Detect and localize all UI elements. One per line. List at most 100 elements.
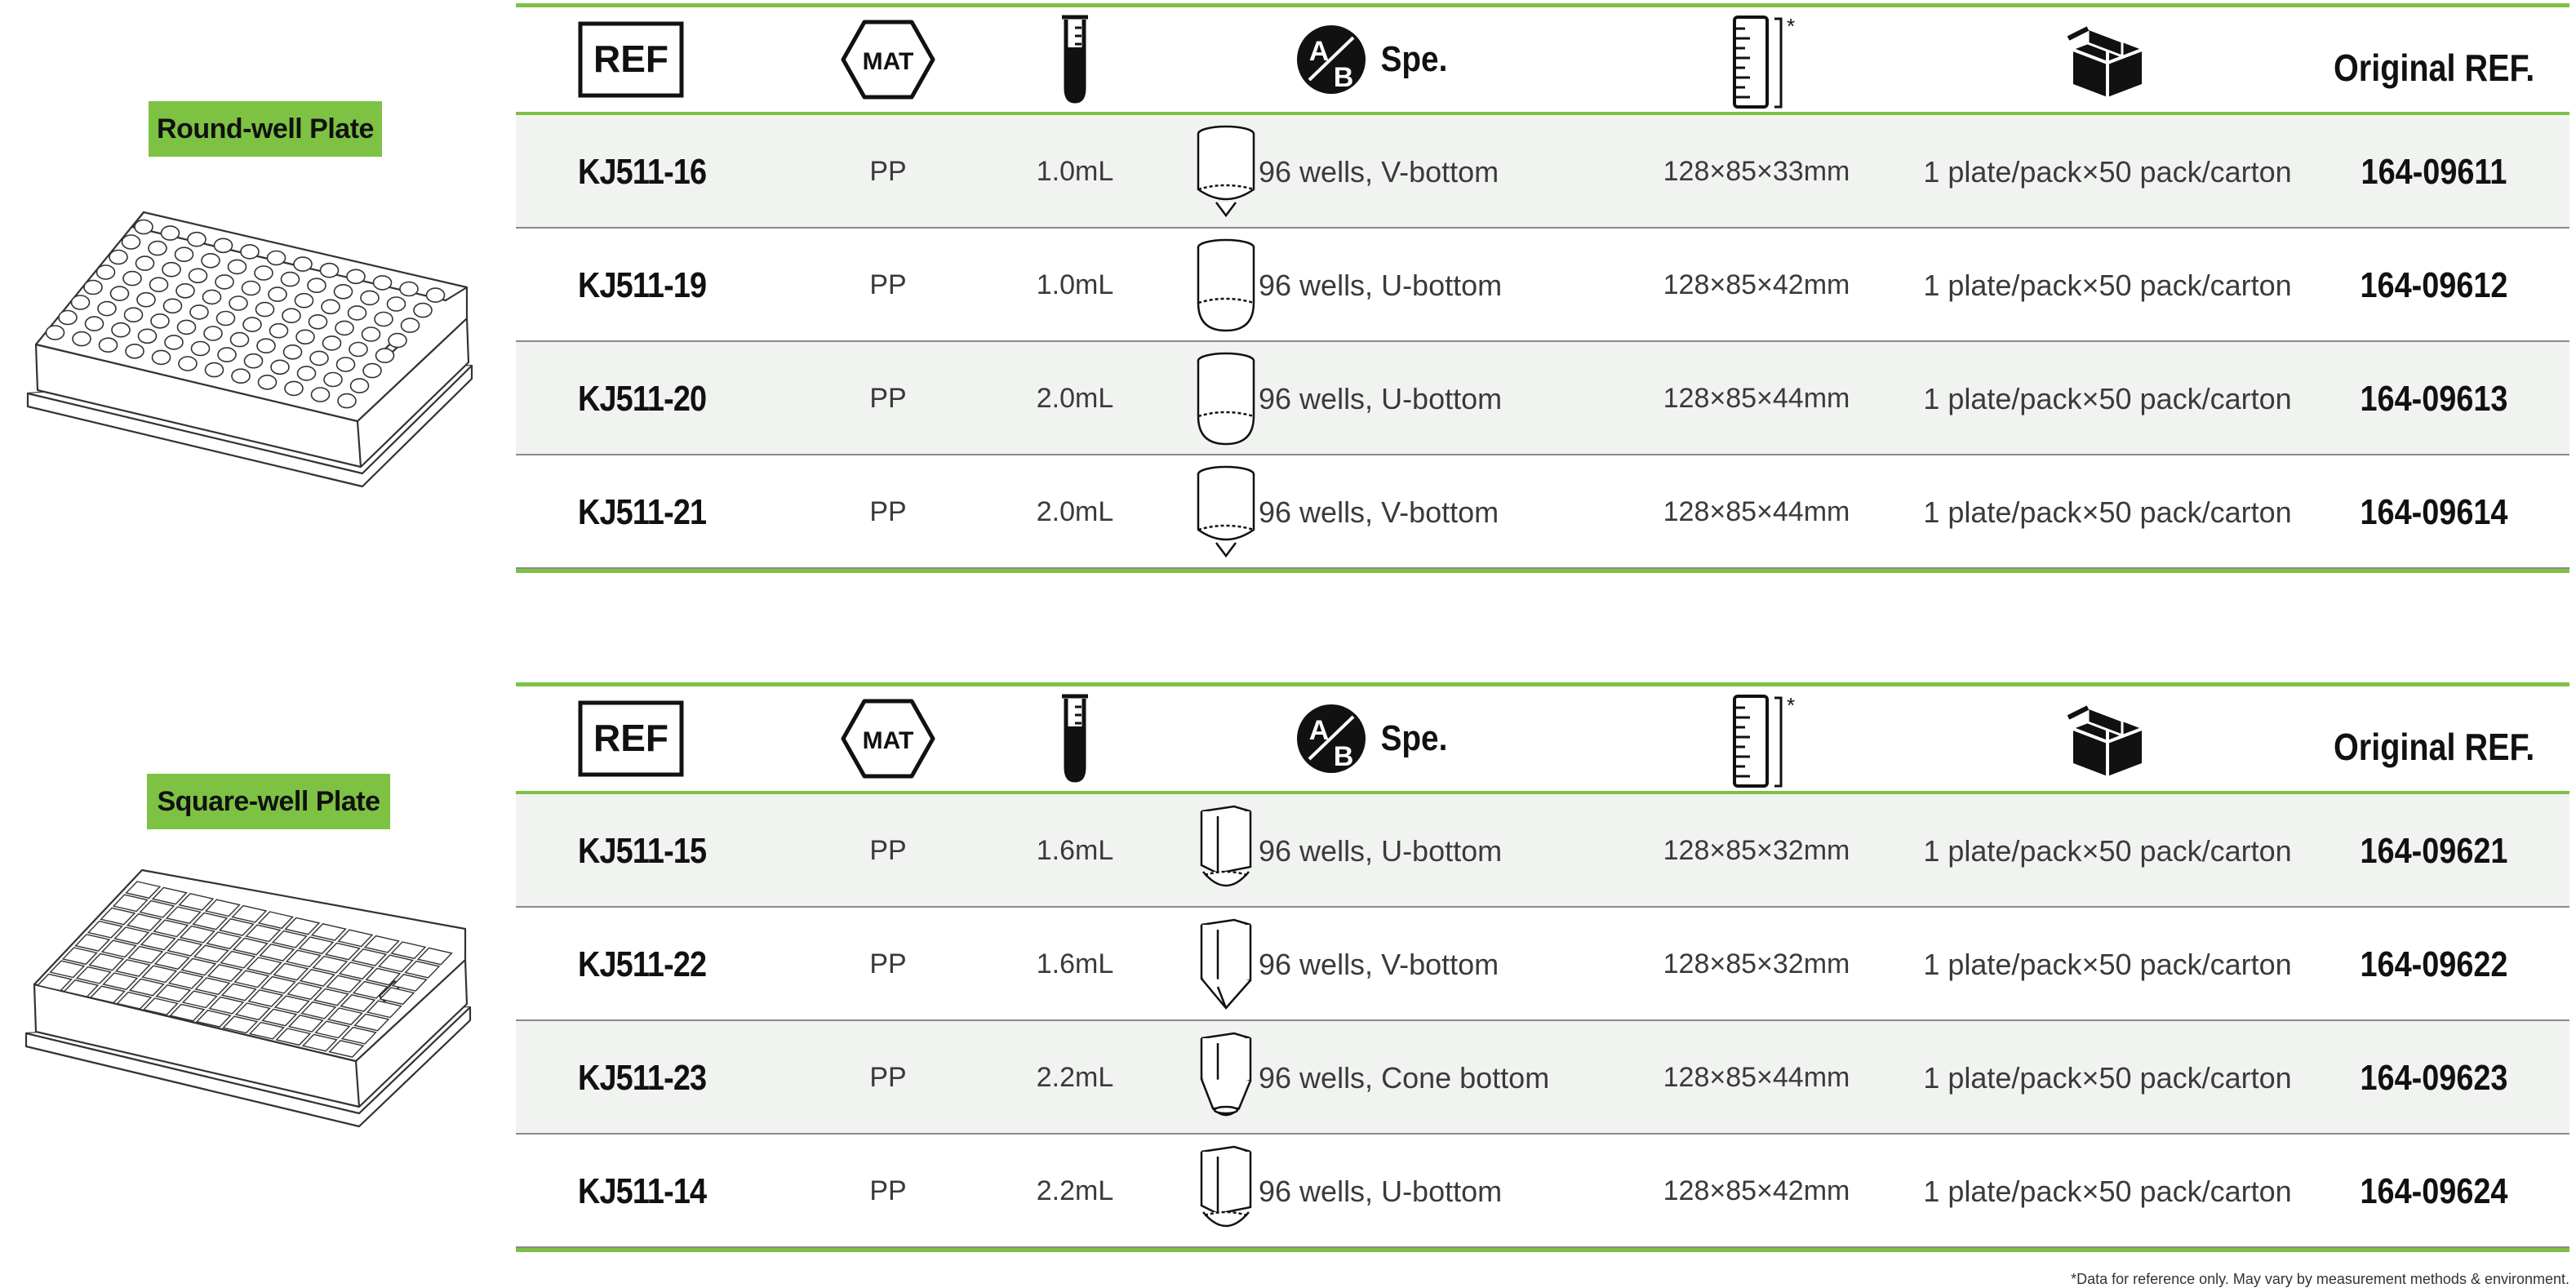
plate-well — [180, 957, 217, 976]
plate-well — [109, 249, 128, 265]
plate-well — [74, 934, 111, 952]
spec-value: 96 wells, U-bottom — [1259, 833, 1503, 868]
material-value: PP — [869, 1062, 907, 1093]
plate-well — [88, 953, 125, 971]
plate-well — [298, 936, 335, 955]
spec-cell: 96 wells, V-bottom — [1193, 455, 1499, 569]
dimension-note-marker: * — [1787, 693, 1795, 717]
plate-well — [58, 309, 78, 326]
plate-well — [346, 269, 366, 285]
plate-well — [206, 931, 242, 950]
plate-well — [100, 939, 137, 958]
plate-well — [294, 292, 314, 309]
plate-well — [187, 231, 207, 247]
plate-well — [98, 337, 118, 353]
plate-well — [201, 253, 220, 269]
spec-cell: 96 wells, U-bottom — [1193, 794, 1502, 908]
square-well-plate-label: Square-well Plate — [147, 774, 390, 829]
plate-well — [295, 329, 315, 345]
packing-value: 1 plate/pack×50 pack/carton — [1923, 154, 2292, 189]
plate-well — [285, 949, 322, 968]
ruler-icon: * — [1733, 693, 1795, 788]
table-row: KJ511-21 PP 2.0mL 96 wells, V-bottom 128×85×… — [516, 455, 2569, 569]
original-ref-value: 164-09613 — [2360, 378, 2508, 419]
plate-well — [203, 326, 223, 341]
volume-value: 1.0mL — [1036, 269, 1114, 300]
plate-well — [353, 1013, 390, 1032]
plate-well — [89, 985, 126, 1004]
plate-well — [245, 924, 282, 943]
plate-well — [309, 350, 329, 366]
plate-well — [122, 270, 142, 286]
round-u-bottom-well-icon — [1193, 238, 1259, 334]
ref-header: REF — [578, 7, 684, 112]
plate-well — [155, 984, 192, 1002]
plate-well — [174, 246, 194, 263]
square-well-plate-illustration — [24, 868, 472, 1128]
plate-well — [202, 289, 222, 305]
plate-well — [241, 280, 261, 296]
material-value: PP — [869, 496, 907, 527]
row-divider — [516, 227, 2569, 229]
ref-code: KJ511-19 — [578, 264, 707, 305]
plate-well — [319, 262, 340, 278]
dimensions-value: 128×85×32mm — [1663, 948, 1850, 979]
plate-well — [390, 941, 427, 960]
plate-well — [375, 348, 395, 363]
plate-well — [167, 970, 204, 989]
header-rule — [516, 791, 2569, 794]
ab-spec-icon: A B — [1296, 25, 1366, 94]
plate-well — [113, 926, 150, 945]
ruler-icon: * — [1733, 14, 1795, 109]
spec-value: 96 wells, U-bottom — [1259, 381, 1503, 415]
dimensions-value: 128×85×44mm — [1663, 496, 1850, 527]
ref-header: REF — [578, 686, 684, 791]
plate-well — [125, 881, 162, 899]
ref-icon: REF — [578, 21, 684, 98]
plate-well — [282, 308, 301, 323]
plate-well — [273, 995, 310, 1014]
plate-well — [181, 990, 218, 1009]
table-top-rule — [516, 682, 2569, 686]
volume-value: 1.0mL — [1036, 156, 1114, 187]
plate-well — [204, 899, 241, 917]
plate-well — [374, 311, 393, 327]
plate-well — [365, 967, 402, 986]
plate-well — [95, 264, 116, 280]
ref-icon: REF — [578, 700, 684, 777]
material-value: PP — [869, 1175, 907, 1206]
plate-well — [167, 939, 203, 957]
plate-well — [134, 219, 153, 235]
ref-code: KJ511-20 — [578, 378, 707, 419]
round-well-plate-illustration — [26, 211, 473, 488]
packing-header — [2034, 7, 2181, 112]
plate-well — [335, 320, 354, 336]
plate-well — [128, 978, 165, 997]
material-icon: MAT — [841, 699, 935, 779]
plate-well — [178, 893, 215, 911]
plate-well — [261, 1008, 298, 1027]
volume-value: 2.2mL — [1036, 1175, 1114, 1206]
row-divider — [516, 1019, 2569, 1021]
square-cone-bottom-well-icon — [1193, 1030, 1259, 1126]
plate-well — [215, 274, 234, 290]
plate-well — [121, 234, 141, 250]
original-ref-header-label: Original REF. — [2333, 726, 2535, 768]
plate-well — [293, 256, 313, 272]
plate-well — [255, 301, 275, 318]
material-header: MAT — [839, 686, 937, 791]
spec-header-label: Spe. — [1380, 718, 1447, 758]
material-value: PP — [869, 269, 907, 300]
plate-well — [347, 305, 367, 321]
header-rule — [516, 112, 2569, 115]
original-ref-value: 164-09622 — [2360, 944, 2508, 984]
plate-well — [84, 316, 104, 331]
plate-well — [188, 268, 208, 284]
plate-well — [328, 1040, 365, 1058]
plate-well — [123, 307, 144, 322]
box-icon — [2067, 26, 2143, 97]
table-header: REF MAT A B Spe. — [516, 686, 2569, 794]
plate-well — [229, 331, 250, 348]
plate-well — [135, 255, 155, 271]
plate-well — [142, 997, 179, 1016]
